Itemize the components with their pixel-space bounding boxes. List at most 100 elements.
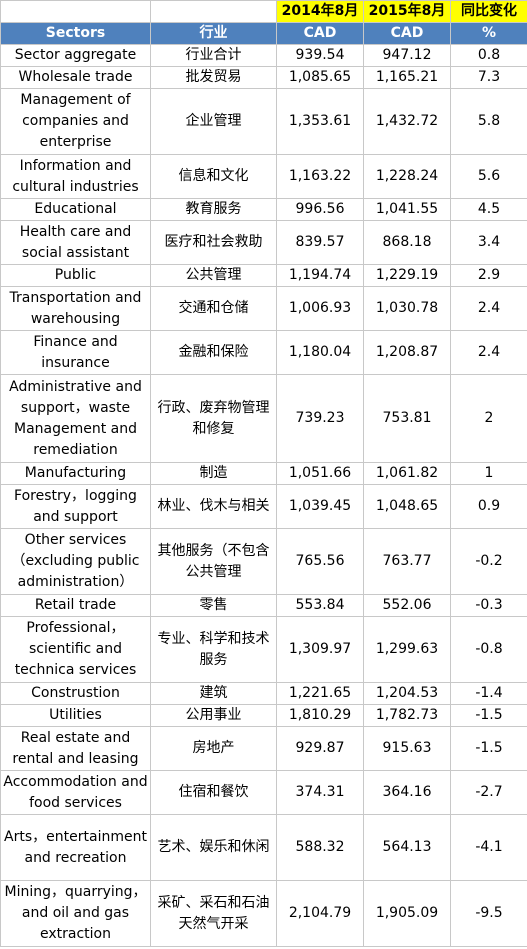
sector-en-cell: Public (0, 264, 151, 287)
sector-en-cell: Professional，scientific and technica ser… (0, 616, 151, 683)
yoy-change-cell: 1 (450, 462, 527, 485)
value-2015-cell: 1,782.73 (363, 704, 451, 727)
yoy-change-cell: 2 (450, 374, 527, 463)
yoy-change-cell: 7.3 (450, 66, 527, 89)
sector-cn-cell: 医疗和社会救助 (150, 220, 277, 265)
value-2014-cell: 939.54 (276, 44, 364, 67)
value-2015-cell: 1,208.87 (363, 330, 451, 375)
yoy-change-cell: 5.8 (450, 88, 527, 155)
sector-en-cell: Other services（excluding public administ… (0, 528, 151, 595)
table-row: Educational 教育服务 996.56 1,041.55 4.5 (0, 198, 527, 221)
sector-cn-cell: 公用事业 (150, 704, 277, 727)
sector-cn-cell: 林业、伐木与相关 (150, 484, 277, 529)
yoy-change-header: 同比变化 (450, 0, 527, 23)
yoy-change-cell: 3.4 (450, 220, 527, 265)
value-2014-cell: 1,194.74 (276, 264, 364, 287)
sector-en-cell: Wholesale trade (0, 66, 151, 89)
sector-en-cell: Manufacturing (0, 462, 151, 485)
table-row: Construstion 建筑 1,221.65 1,204.53 -1.4 (0, 682, 527, 705)
value-2015-cell: 564.13 (363, 814, 451, 881)
sector-en-cell: Mining，quarrying，and oil and gas extract… (0, 880, 151, 947)
value-2015-cell: 763.77 (363, 528, 451, 595)
sector-cn-cell: 其他服务（不包含公共管理 (150, 528, 277, 595)
sector-cn-cell: 公共管理 (150, 264, 277, 287)
value-2015-cell: 868.18 (363, 220, 451, 265)
yoy-change-cell: -1.4 (450, 682, 527, 705)
value-2014-cell: 1,006.93 (276, 286, 364, 331)
table-row: Forestry，logging and support 林业、伐木与相关 1,03… (0, 484, 527, 529)
yoy-change-cell: 5.6 (450, 154, 527, 199)
value-2014-cell: 1,163.22 (276, 154, 364, 199)
value-2014-cell: 374.31 (276, 770, 364, 815)
value-2015-cell: 915.63 (363, 726, 451, 771)
value-2014-cell: 996.56 (276, 198, 364, 221)
sector-cn-cell: 零售 (150, 594, 277, 617)
value-2015-cell: 1,061.82 (363, 462, 451, 485)
value-2015-cell: 1,299.63 (363, 616, 451, 683)
sector-cn-cell: 住宿和餐饮 (150, 770, 277, 815)
value-2015-cell: 1,432.72 (363, 88, 451, 155)
table-row: Professional，scientific and technica ser… (0, 616, 527, 683)
table-row: Accommodation and food services 住宿和餐饮 374.… (0, 770, 527, 815)
sector-cn-cell: 教育服务 (150, 198, 277, 221)
blank-cell (150, 0, 277, 23)
value-2014-cell: 1,051.66 (276, 462, 364, 485)
year-header-row: 2014年8月 2015年8月 同比变化 (0, 0, 527, 23)
sector-cn-cell: 采矿、采石和石油天然气开采 (150, 880, 277, 947)
sector-en-cell: Finance and insurance (0, 330, 151, 375)
sector-en-cell: Educational (0, 198, 151, 221)
table-row: Utilities 公用事业 1,810.29 1,782.73 -1.5 (0, 704, 527, 727)
yoy-change-cell: -1.5 (450, 704, 527, 727)
sector-cn-cell: 行业合计 (150, 44, 277, 67)
unit-pct-header: % (450, 22, 527, 45)
value-2014-cell: 1,309.97 (276, 616, 364, 683)
yoy-change-cell: -0.2 (450, 528, 527, 595)
sector-cn-cell: 艺术、娱乐和休闲 (150, 814, 277, 881)
sector-en-cell: Sector aggregate (0, 44, 151, 67)
sector-en-cell: Administrative and support，waste Managem… (0, 374, 151, 463)
value-2015-cell: 1,165.21 (363, 66, 451, 89)
sector-en-cell: Construstion (0, 682, 151, 705)
industry-cn-header: 行业 (150, 22, 277, 45)
value-2014-cell: 588.32 (276, 814, 364, 881)
sector-en-cell: Retail trade (0, 594, 151, 617)
yoy-change-cell: -0.8 (450, 616, 527, 683)
table-row: Mining，quarrying，and oil and gas extract… (0, 880, 527, 947)
sector-cn-cell: 建筑 (150, 682, 277, 705)
value-2015-cell: 364.16 (363, 770, 451, 815)
yoy-change-cell: 2.4 (450, 286, 527, 331)
sector-en-cell: Real estate and rental and leasing (0, 726, 151, 771)
sector-cn-cell: 金融和保险 (150, 330, 277, 375)
yoy-change-cell: 0.8 (450, 44, 527, 67)
table-row: Wholesale trade 批发贸易 1,085.65 1,165.21 7.3 (0, 66, 527, 89)
value-2014-cell: 1,353.61 (276, 88, 364, 155)
sector-en-cell: Health care and social assistant (0, 220, 151, 265)
yoy-change-cell: -4.1 (450, 814, 527, 881)
blank-cell (0, 0, 151, 23)
value-2014-cell: 2,104.79 (276, 880, 364, 947)
table-row: Finance and insurance 金融和保险 1,180.04 1,208.… (0, 330, 527, 375)
sector-en-cell: Information and cultural industries (0, 154, 151, 199)
value-2015-cell: 1,905.09 (363, 880, 451, 947)
value-2015-cell: 552.06 (363, 594, 451, 617)
value-2015-cell: 1,229.19 (363, 264, 451, 287)
value-2015-cell: 1,048.65 (363, 484, 451, 529)
table-row: Retail trade 零售 553.84 552.06 -0.3 (0, 594, 527, 617)
value-2015-cell: 1,228.24 (363, 154, 451, 199)
value-2015-cell: 753.81 (363, 374, 451, 463)
year-2014-header: 2014年8月 (276, 0, 364, 23)
sector-cn-cell: 交通和仓储 (150, 286, 277, 331)
table-row: Sector aggregate 行业合计 939.54 947.12 0.8 (0, 44, 527, 67)
table-row: Manufacturing 制造 1,051.66 1,061.82 1 (0, 462, 527, 485)
table-row: Public 公共管理 1,194.74 1,229.19 2.9 (0, 264, 527, 287)
sector-cn-cell: 企业管理 (150, 88, 277, 155)
table-row: Real estate and rental and leasing 房地产 929… (0, 726, 527, 771)
sectors-header: Sectors (0, 22, 151, 45)
table-row: Management of companies and enterprise 企业… (0, 88, 527, 155)
value-2014-cell: 1,180.04 (276, 330, 364, 375)
yoy-change-cell: -1.5 (450, 726, 527, 771)
value-2014-cell: 739.23 (276, 374, 364, 463)
sector-cn-cell: 专业、科学和技术服务 (150, 616, 277, 683)
sector-en-cell: Arts，entertainment and recreation (0, 814, 151, 881)
